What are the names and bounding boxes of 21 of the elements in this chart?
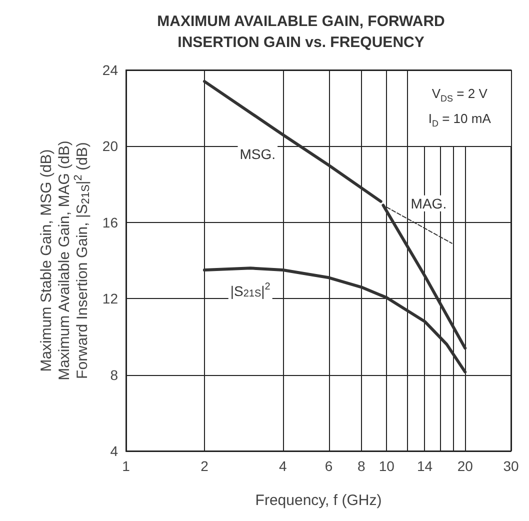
series-label: MSG. [240,146,276,162]
y-tick-label: 20 [102,138,118,154]
annotation: I$_{D}$ = 10 mA [428,110,491,130]
y-tick-label: 4 [110,443,118,459]
y-tick-label: 24 [102,62,118,78]
y-tick-label: 12 [102,290,118,307]
x-tick-label: 14 [416,458,433,474]
y-tick-label: 8 [110,366,118,383]
y-tick-label: 16 [102,214,118,230]
x-tick-label: 6 [324,458,333,474]
chart-title: MAXIMUM AVAILABLE GAIN, FORWARD INSERTION GAIN vs. FREQUENCY [157,13,446,51]
annotation: V$_{DS}$ = 2 V [432,85,488,106]
x-tick-label: 4 [279,458,288,474]
x-tick-label: 20 [457,458,474,474]
x-tick-label: 2 [200,458,209,474]
x-tick-label: 10 [378,458,395,474]
x-tick-label: 8 [357,458,366,474]
x-tick-label: 1 [122,458,130,474]
series-label: MAG. [410,195,447,212]
x-tick-label: 30 [503,458,519,474]
x-axis-title: Frequency, f (GHz) [255,492,382,509]
